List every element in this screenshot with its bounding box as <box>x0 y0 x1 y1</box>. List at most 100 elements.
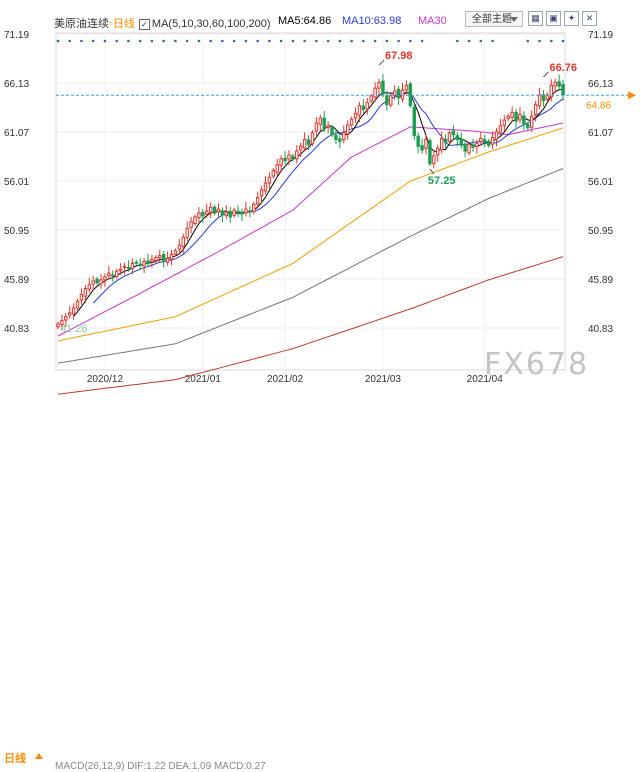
chart-header: 美原油连续◦日线 ✓ MA(5,10,30,60,100,200) MA5:64.8… <box>0 0 640 32</box>
candle-body <box>271 169 276 177</box>
candle-body <box>428 140 432 165</box>
candle-body <box>338 138 342 142</box>
candle-body <box>189 221 193 228</box>
low-annotation-label: 41.26 <box>60 323 88 335</box>
candle-body <box>369 95 373 102</box>
candle-body <box>177 244 182 250</box>
candle-body <box>447 132 452 143</box>
candle-body <box>561 83 565 96</box>
candle-body <box>197 212 201 219</box>
event-marker-dot <box>103 39 107 43</box>
candle-body <box>87 284 91 290</box>
candle-body <box>314 122 319 132</box>
event-marker-dot <box>479 39 483 43</box>
watermark: FX678 <box>484 347 590 382</box>
symbol-name: 美原油连续 <box>54 18 109 30</box>
chart-title: 美原油连续◦日线 ✓ MA(5,10,30,60,100,200) <box>54 15 271 31</box>
candle-body <box>334 134 338 140</box>
event-marker-dot <box>185 39 189 43</box>
candle-body <box>506 115 510 119</box>
event-marker-dot <box>420 39 424 43</box>
candle-body <box>424 138 428 149</box>
candle-body <box>389 95 393 106</box>
candle-body <box>83 288 88 297</box>
candle-body <box>134 261 138 264</box>
event-marker-dot <box>232 39 236 43</box>
candle-body <box>158 255 162 259</box>
candle-body <box>111 274 115 277</box>
candle-body <box>439 137 444 151</box>
candle-body <box>244 208 248 214</box>
high-annotation-pointer <box>378 59 385 66</box>
candle-body <box>302 138 307 149</box>
candle-body <box>173 250 178 255</box>
candle-body <box>228 211 232 218</box>
event-marker-dot <box>268 39 271 43</box>
candle-body <box>252 203 256 213</box>
low-annotation-label: 57.25 <box>428 175 456 187</box>
ma-line-ma30 <box>57 122 564 337</box>
candle-body <box>420 145 424 151</box>
y-tick-label-right: 50.95 <box>588 226 613 237</box>
chart-icon[interactable]: ▣ <box>546 11 561 26</box>
candle-body <box>64 316 68 321</box>
x-tick-label: 2020/12 <box>87 374 124 385</box>
event-marker-dot <box>174 39 177 43</box>
candle-body <box>349 118 354 126</box>
y-tick-label-left: 71.19 <box>4 30 29 41</box>
candle-body <box>232 209 236 216</box>
ma-line-ma5 <box>73 88 564 317</box>
candle-body <box>103 276 107 281</box>
candle-body <box>479 137 483 143</box>
high-annotation-pointer <box>543 71 549 78</box>
event-marker-dot <box>303 39 306 43</box>
candle-body <box>530 115 534 128</box>
candle-body <box>295 150 299 160</box>
topics-select[interactable]: 全部主题 <box>465 11 523 27</box>
event-marker-dot <box>127 39 130 43</box>
candle-body <box>404 84 409 91</box>
y-tick-label-right: 61.07 <box>588 128 613 139</box>
x-tick-label: 2021/01 <box>185 374 222 385</box>
event-marker-dot <box>362 39 365 43</box>
candle-body <box>396 88 401 99</box>
close-icon[interactable]: ✕ <box>582 11 597 26</box>
candle-body <box>373 87 377 98</box>
candle-body <box>240 211 244 215</box>
event-marker-dot <box>221 39 224 43</box>
candle-body <box>56 323 60 328</box>
candle-body <box>146 260 150 264</box>
y-tick-label-left: 40.83 <box>4 324 29 335</box>
candle-body <box>463 143 467 152</box>
candle-body <box>130 262 135 269</box>
candle-body <box>549 84 554 98</box>
candle-body <box>502 119 507 126</box>
y-tick-label-left: 50.95 <box>4 226 29 237</box>
candle-body <box>467 143 471 154</box>
candle-body <box>142 260 146 267</box>
event-marker-dot <box>385 39 389 43</box>
high-annotation-label: 66.76 <box>549 62 577 74</box>
grid-icon[interactable]: ▦ <box>528 11 543 26</box>
period-up-arrow-icon[interactable] <box>35 753 43 759</box>
candle-body <box>318 117 323 125</box>
candle-body <box>71 307 76 315</box>
candlestick-chart[interactable]: 71.19 71.19 66.13 66.13 61.07 61.07 56.01 56.01… <box>0 0 640 400</box>
event-marker-dot <box>326 39 330 43</box>
candle-body <box>557 81 561 87</box>
candle-body <box>381 80 385 95</box>
period-label[interactable]: 日线 <box>4 753 26 765</box>
candle-body <box>486 140 491 146</box>
event-marker-dot <box>68 39 72 43</box>
ma-line-ma200 <box>57 256 564 395</box>
candle-body <box>357 105 362 116</box>
candle-body <box>494 131 499 140</box>
settings-icon[interactable]: ✦ <box>564 11 579 26</box>
timeframe-label[interactable]: ◦日线 <box>109 18 135 30</box>
ma-toggle-checkbox[interactable]: ✓ <box>138 19 150 30</box>
candle-body <box>330 127 334 136</box>
candle-body <box>533 104 538 115</box>
event-marker-dot <box>256 39 259 43</box>
candle-body <box>118 268 123 272</box>
candle-body <box>138 263 142 266</box>
